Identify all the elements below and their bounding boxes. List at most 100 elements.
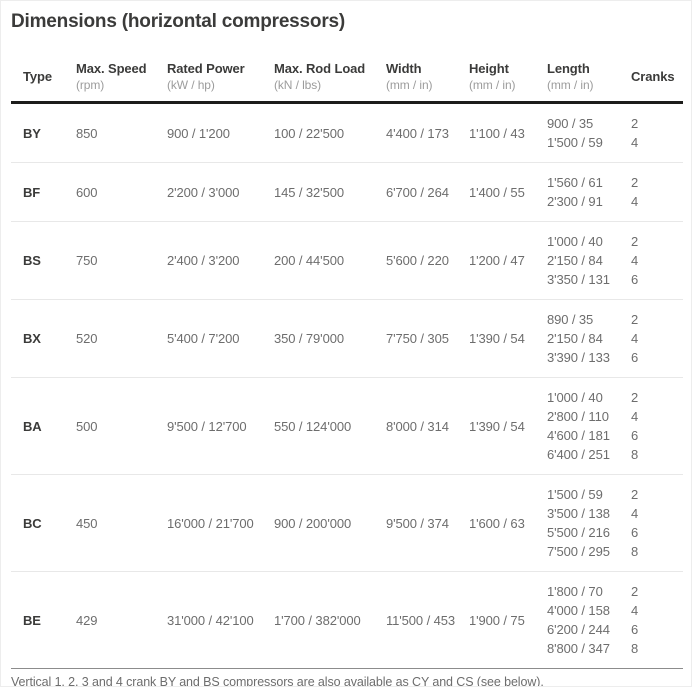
length-value: 4'000 / 158 [547,603,610,618]
column-unit: (kN / lbs) [274,78,322,92]
length-cell: 1'500 / 59 3'500 / 138 5'500 / 216 7'500 / … [547,474,631,572]
length-value: 6'400 / 251 [547,447,610,462]
height-cell: 1'390 / 54 [469,299,547,378]
max-rod-load-cell: 350 / 79'000 [274,299,386,378]
length-cell: 1'560 / 61 2'300 / 91 [547,162,631,222]
crank-value: 4 [631,603,639,618]
column-label: Rated Power [167,61,245,76]
length-value: 7'500 / 295 [547,544,610,559]
length-cell: 890 / 35 2'150 / 84 3'390 / 133 [547,299,631,378]
length-value: 8'800 / 347 [547,641,610,656]
column-header: Type [11,58,76,104]
max-speed-cell: 600 [76,162,167,222]
column-header: Cranks [631,58,683,104]
table-body: BY 850 900 / 1'200 100 / 22'500 4'400 / … [11,102,683,669]
width-cell: 4'400 / 173 [386,102,469,163]
crank-value: 4 [631,409,639,424]
length-value: 900 / 35 [547,116,594,131]
length-value: 1'800 / 70 [547,584,603,599]
length-value: 3'350 / 131 [547,272,610,287]
max-rod-load-cell: 100 / 22'500 [274,102,386,163]
length-value: 3'500 / 138 [547,506,610,521]
crank-value: 2 [631,116,639,131]
length-value: 6'200 / 244 [547,622,610,637]
max-rod-load-cell: 1'700 / 382'000 [274,571,386,669]
column-header: Length (mm / in) [547,58,631,104]
max-rod-load-cell: 550 / 124'000 [274,377,386,475]
width-cell: 6'700 / 264 [386,162,469,222]
max-speed-cell: 750 [76,221,167,300]
length-value: 2'150 / 84 [547,331,603,346]
dimensions-table: Type Max. Speed (rpm) Rated Power (kW / … [11,58,683,669]
max-speed-cell: 520 [76,299,167,378]
cranks-cell: 2 4 6 [631,221,683,300]
width-cell: 9'500 / 374 [386,474,469,572]
length-value: 2'800 / 110 [547,409,609,424]
footnote: Vertical 1, 2, 3 and 4 crank BY and BS c… [11,675,544,687]
rated-power-cell: 900 / 1'200 [167,102,274,163]
length-value: 1'500 / 59 [547,135,603,150]
max-speed-cell: 500 [76,377,167,475]
cranks-cell: 2 4 6 8 [631,571,683,669]
type-cell: BF [11,162,76,222]
column-label: Max. Speed [76,61,147,76]
table-row: BS 750 2'400 / 3'200 200 / 44'500 5'600 … [11,221,683,300]
crank-value: 2 [631,584,639,599]
crank-value: 6 [631,350,639,365]
column-label: Max. Rod Load [274,61,366,76]
column-label: Height [469,61,509,76]
column-label: Length [547,61,590,76]
width-cell: 7'750 / 305 [386,299,469,378]
length-value: 2'300 / 91 [547,194,603,209]
crank-value: 4 [631,331,639,346]
max-speed-cell: 450 [76,474,167,572]
crank-value: 4 [631,135,639,150]
table-row: BA 500 9'500 / 12'700 550 / 124'000 8'00… [11,377,683,475]
crank-value: 2 [631,175,639,190]
table-row: BX 520 5'400 / 7'200 350 / 79'000 7'750 … [11,299,683,378]
table-row: BF 600 2'200 / 3'000 145 / 32'500 6'700 … [11,162,683,222]
column-unit: (mm / in) [469,78,516,92]
width-cell: 5'600 / 220 [386,221,469,300]
width-cell: 8'000 / 314 [386,377,469,475]
crank-value: 6 [631,428,639,443]
length-value: 3'390 / 133 [547,350,610,365]
height-cell: 1'200 / 47 [469,221,547,300]
crank-value: 6 [631,622,639,637]
column-unit: (kW / hp) [167,78,215,92]
max-speed-cell: 850 [76,102,167,163]
length-value: 1'560 / 61 [547,175,603,190]
type-cell: BE [11,571,76,669]
table-row: BC 450 16'000 / 21'700 900 / 200'000 9'5… [11,474,683,572]
cranks-cell: 2 4 6 8 [631,377,683,475]
height-cell: 1'100 / 43 [469,102,547,163]
crank-value: 8 [631,641,639,656]
length-value: 1'000 / 40 [547,390,603,405]
column-label: Type [23,69,52,84]
rated-power-cell: 9'500 / 12'700 [167,377,274,475]
column-unit: (rpm) [76,78,105,92]
length-cell: 1'000 / 40 2'150 / 84 3'350 / 131 [547,221,631,300]
crank-value: 8 [631,447,639,462]
table-row: BY 850 900 / 1'200 100 / 22'500 4'400 / … [11,102,683,163]
height-cell: 1'600 / 63 [469,474,547,572]
max-rod-load-cell: 900 / 200'000 [274,474,386,572]
type-cell: BC [11,474,76,572]
length-cell: 900 / 35 1'500 / 59 [547,102,631,163]
type-cell: BX [11,299,76,378]
max-rod-load-cell: 200 / 44'500 [274,221,386,300]
max-speed-cell: 429 [76,571,167,669]
column-header: Max. Speed (rpm) [76,58,167,104]
crank-value: 2 [631,234,639,249]
crank-value: 2 [631,390,639,405]
rated-power-cell: 16'000 / 21'700 [167,474,274,572]
crank-value: 6 [631,272,639,287]
column-label: Width [386,61,422,76]
rated-power-cell: 5'400 / 7'200 [167,299,274,378]
column-header: Rated Power (kW / hp) [167,58,274,104]
column-header: Height (mm / in) [469,58,547,104]
length-value: 4'600 / 181 [547,428,610,443]
